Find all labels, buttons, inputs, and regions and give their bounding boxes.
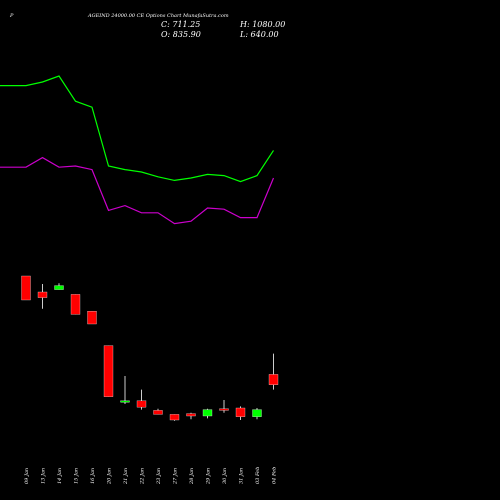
x-tick-label: 14 Jan [57, 468, 63, 484]
candle [202, 408, 213, 419]
candle-body [186, 413, 196, 417]
candle [186, 412, 196, 420]
chart-title: AGEIND 24000.00 CE Options Chart MunafaS… [87, 13, 229, 19]
candle [169, 414, 180, 421]
x-axis-ticks: 09 Jan 13 Jan 14 Jan 15 Jan 16 Jan 20 Jan 21 J… [24, 467, 278, 485]
chart-header: P AGEIND 24000.00 CE Options Chart Munaf… [9, 13, 285, 39]
x-tick-label: 23 Jan [156, 468, 162, 485]
x-tick-label: 09 Jan [24, 468, 30, 484]
x-tick-label: 21 Jan [123, 468, 129, 485]
candle-body [235, 407, 246, 417]
candle [21, 275, 31, 301]
candle [268, 353, 279, 390]
candle-body [120, 400, 130, 403]
candle [252, 408, 262, 420]
candle-body [87, 311, 97, 325]
x-tick-label: 04 Feb [272, 467, 278, 484]
x-tick-label: 27 Jan [173, 468, 179, 485]
candle-body [70, 294, 81, 315]
candle [87, 311, 97, 325]
candle-body [103, 345, 114, 397]
candles [21, 275, 279, 421]
candle [153, 408, 163, 415]
x-tick-label: 22 Jan [140, 468, 146, 485]
low-value: L: 640.00 [239, 30, 279, 39]
candle [120, 376, 130, 404]
candle [235, 406, 246, 420]
indicator-lines [0, 75, 275, 225]
candle-body [202, 409, 213, 417]
candle [219, 400, 229, 413]
lower-line [0, 156, 275, 225]
close-value: C: 711.25 [161, 20, 200, 29]
upper-line [0, 75, 275, 183]
candle-body [268, 374, 279, 385]
candle-body [153, 410, 163, 415]
x-tick-label: 03 Feb [255, 467, 261, 484]
open-value: O: 835.90 [161, 30, 201, 39]
candle [70, 294, 81, 315]
x-tick-label: 28 Jan [189, 468, 195, 485]
candle [103, 345, 114, 397]
x-tick-label: 30 Jan [222, 468, 228, 484]
x-tick-label: 20 Jan [107, 468, 113, 485]
x-tick-label: 13 Jan [41, 468, 47, 484]
x-tick-label: 31 Jan [239, 468, 245, 484]
candle [37, 284, 48, 309]
candle-body [136, 400, 147, 408]
candle-body [252, 409, 262, 417]
candle-body [219, 408, 229, 411]
candle-body [37, 291, 48, 298]
title-letter: P [9, 13, 14, 19]
candle [54, 283, 64, 290]
candle-body [169, 414, 180, 421]
candle-body [21, 275, 31, 301]
high-value: H: 1080.00 [239, 20, 285, 29]
x-tick-label: 16 Jan [90, 468, 96, 484]
candle-body [54, 285, 64, 290]
x-tick-label: 15 Jan [74, 468, 80, 484]
x-tick-label: 29 Jan [206, 468, 212, 485]
candle [136, 389, 147, 410]
